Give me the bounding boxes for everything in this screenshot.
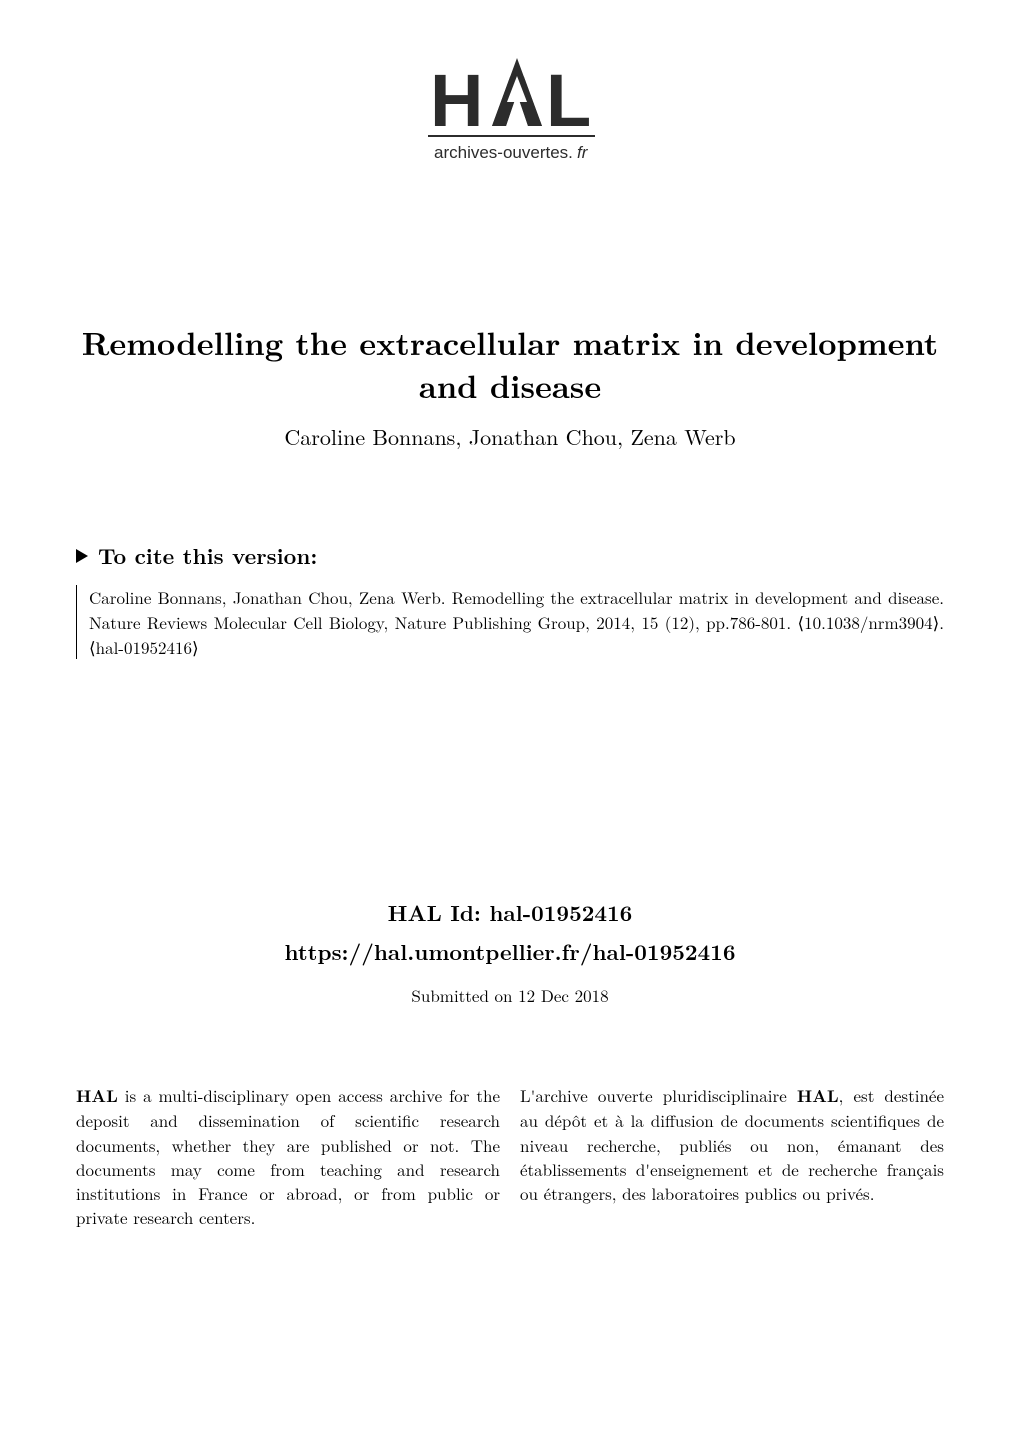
- logo-container: H L archives-ouvertes. fr: [0, 0, 1020, 173]
- svg-text:fr: fr: [577, 143, 589, 162]
- svg-text:H: H: [430, 59, 484, 142]
- logo-subtitle-text: archives-ouvertes.: [434, 143, 573, 162]
- description-left-bold: HAL: [76, 1084, 118, 1108]
- svg-text:L: L: [546, 59, 591, 142]
- description-left: HAL is a multi-disciplinary open access …: [76, 1083, 500, 1229]
- cite-header-text: To cite this version:: [98, 540, 317, 571]
- paper-authors: Caroline Bonnans, Jonathan Chou, Zena We…: [60, 421, 960, 452]
- hal-logo: H L archives-ouvertes. fr: [420, 58, 600, 173]
- citation-body: Caroline Bonnans, Jonathan Chou, Zena We…: [76, 585, 944, 659]
- description-right-prefix: L'archive ouverte pluridisciplinaire: [520, 1083, 797, 1107]
- description-section: HAL is a multi-disciplinary open access …: [0, 1083, 1020, 1229]
- hal-url: https://hal.umontpellier.fr/hal-01952416: [0, 936, 1020, 967]
- cite-section: To cite this version: Caroline Bonnans, …: [0, 540, 1020, 659]
- title-section: Remodelling the extracellular matrix in …: [0, 321, 1020, 452]
- hal-logo-svg: H L archives-ouvertes. fr: [420, 58, 600, 168]
- paper-title: Remodelling the extracellular matrix in …: [60, 321, 960, 407]
- submitted-date: Submitted on 12 Dec 2018: [0, 983, 1020, 1007]
- triangle-right-icon: [76, 549, 88, 563]
- description-right: L'archive ouverte pluridisciplinaire HAL…: [520, 1083, 944, 1229]
- hal-id: HAL Id: hal-01952416: [0, 897, 1020, 928]
- description-left-text: is a multi-disciplinary open access arch…: [76, 1083, 500, 1229]
- hal-id-section: HAL Id: hal-01952416 https://hal.umontpe…: [0, 897, 1020, 1007]
- description-right-bold: HAL: [797, 1084, 839, 1108]
- cite-header: To cite this version:: [76, 540, 944, 571]
